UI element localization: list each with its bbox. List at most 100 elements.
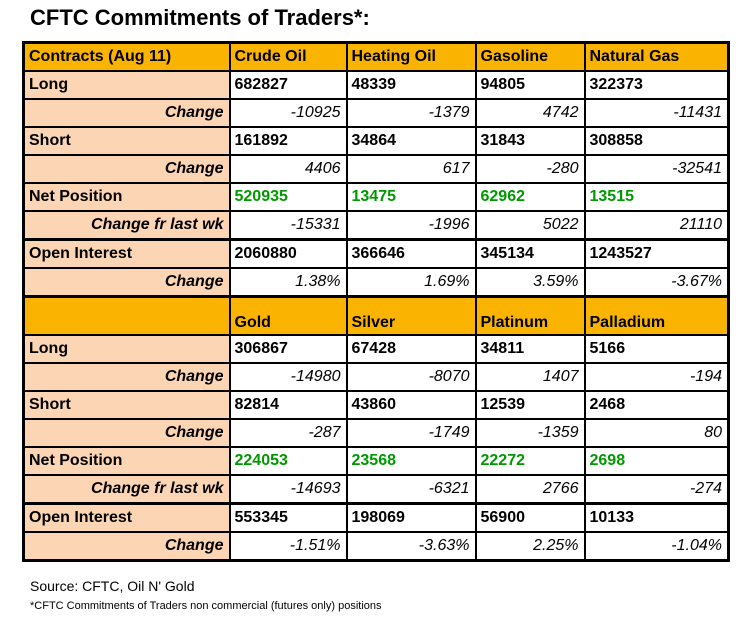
cell-value: 2766 <box>474 474 586 505</box>
cell-value: 4742 <box>474 98 586 128</box>
cell-value: -11431 <box>583 98 730 128</box>
cell-value: 13515 <box>583 182 730 212</box>
cell-value: 56900 <box>474 502 586 533</box>
cell-value: 21110 <box>583 210 730 241</box>
table-row: Change fr last wk -15331 -1996 5022 21110 <box>22 210 730 241</box>
cell-value: 366646 <box>345 238 477 269</box>
cell-value: 10133 <box>583 502 730 533</box>
cell-value: -1749 <box>345 418 477 448</box>
cell-value: 82814 <box>228 390 348 420</box>
column-header-gold: Gold <box>228 295 348 336</box>
row-label: Change <box>22 418 231 448</box>
row-label: Long <box>22 70 231 100</box>
table-row: Change 4406 617 -280 -32541 <box>22 154 730 184</box>
row-label: Change <box>22 531 231 562</box>
cell-value: -1996 <box>345 210 477 241</box>
page: CFTC Commitments of Traders*: Contracts … <box>0 5 748 612</box>
cell-value: 13475 <box>345 182 477 212</box>
cell-value: 161892 <box>228 126 348 156</box>
column-header-natural-gas: Natural Gas <box>583 41 730 72</box>
cell-value: 5166 <box>583 334 730 364</box>
table-row: Open Interest 2060880 366646 345134 1243527 <box>22 238 730 269</box>
table-row: Short 82814 43860 12539 2468 <box>22 390 730 420</box>
cell-value: -1379 <box>345 98 477 128</box>
table-row: Long 306867 67428 34811 5166 <box>22 334 730 364</box>
table-row: Change -1.51% -3.63% 2.25% -1.04% <box>22 531 730 562</box>
column-header-palladium: Palladium <box>583 295 730 336</box>
cell-value: 345134 <box>474 238 586 269</box>
header-contracts-label <box>22 295 231 336</box>
cell-value: -3.63% <box>345 531 477 562</box>
cell-value: 80 <box>583 418 730 448</box>
cell-value: -15331 <box>228 210 348 241</box>
row-label: Net Position <box>22 446 231 476</box>
row-label: Short <box>22 390 231 420</box>
header-row: Gold Silver Platinum Palladium <box>22 295 730 336</box>
cell-value: 94805 <box>474 70 586 100</box>
cell-value: -1.51% <box>228 531 348 562</box>
cell-value: 1.69% <box>345 267 477 298</box>
cell-value: -14693 <box>228 474 348 505</box>
row-label: Change <box>22 362 231 392</box>
table-row: Open Interest 553345 198069 56900 10133 <box>22 502 730 533</box>
cell-value: -280 <box>474 154 586 184</box>
cell-value: -1359 <box>474 418 586 448</box>
cell-value: 48339 <box>345 70 477 100</box>
cell-value: -274 <box>583 474 730 505</box>
cell-value: 4406 <box>228 154 348 184</box>
cell-value: 617 <box>345 154 477 184</box>
cell-value: -1.04% <box>583 531 730 562</box>
cell-value: -287 <box>228 418 348 448</box>
cell-value: -194 <box>583 362 730 392</box>
cell-value: 322373 <box>583 70 730 100</box>
cell-value: 2060880 <box>228 238 348 269</box>
header-row: Contracts (Aug 11) Crude Oil Heating Oil Ga… <box>22 41 730 72</box>
cell-value: 2.25% <box>474 531 586 562</box>
cell-value: 306867 <box>228 334 348 364</box>
table-row: Net Position 520935 13475 62962 13515 <box>22 182 730 212</box>
row-label: Net Position <box>22 182 231 212</box>
cell-value: 520935 <box>228 182 348 212</box>
table-row: Change 1.38% 1.69% 3.59% -3.67% <box>22 267 730 298</box>
header-contracts-label: Contracts (Aug 11) <box>22 41 231 72</box>
cell-value: 23568 <box>345 446 477 476</box>
column-header-crude-oil: Crude Oil <box>228 41 348 72</box>
cell-value: 2468 <box>583 390 730 420</box>
table-row: Change fr last wk -14693 -6321 2766 -274 <box>22 474 730 505</box>
table-row: Long 682827 48339 94805 322373 <box>22 70 730 100</box>
cell-value: 553345 <box>228 502 348 533</box>
cell-value: -10925 <box>228 98 348 128</box>
cell-value: 34811 <box>474 334 586 364</box>
row-label: Open Interest <box>22 502 231 533</box>
row-label: Long <box>22 334 231 364</box>
table-row: Change -14980 -8070 1407 -194 <box>22 362 730 392</box>
cell-value: 1407 <box>474 362 586 392</box>
cell-value: 198069 <box>345 502 477 533</box>
page-title: CFTC Commitments of Traders*: <box>30 5 370 30</box>
cell-value: 43860 <box>345 390 477 420</box>
column-header-silver: Silver <box>345 295 477 336</box>
table-row: Change -287 -1749 -1359 80 <box>22 418 730 448</box>
row-label: Change fr last wk <box>22 474 231 505</box>
cell-value: 2698 <box>583 446 730 476</box>
column-header-gasoline: Gasoline <box>474 41 586 72</box>
footnote-text: *CFTC Commitments of Traders non commerc… <box>30 600 382 612</box>
cell-value: 34864 <box>345 126 477 156</box>
cell-value: 1243527 <box>583 238 730 269</box>
cell-value: -3.67% <box>583 267 730 298</box>
table-row: Change -10925 -1379 4742 -11431 <box>22 98 730 128</box>
row-label: Change <box>22 154 231 184</box>
cell-value: -32541 <box>583 154 730 184</box>
table-row: Net Position 224053 23568 22272 2698 <box>22 446 730 476</box>
cell-value: -14980 <box>228 362 348 392</box>
cell-value: 682827 <box>228 70 348 100</box>
cell-value: 62962 <box>474 182 586 212</box>
cell-value: 5022 <box>474 210 586 241</box>
cell-value: 12539 <box>474 390 586 420</box>
cot-table: Contracts (Aug 11) Crude Oil Heating Oil Ga… <box>22 41 730 562</box>
cell-value: 1.38% <box>228 267 348 298</box>
row-label: Change <box>22 267 231 298</box>
cell-value: 31843 <box>474 126 586 156</box>
cell-value: 22272 <box>474 446 586 476</box>
row-label: Short <box>22 126 231 156</box>
